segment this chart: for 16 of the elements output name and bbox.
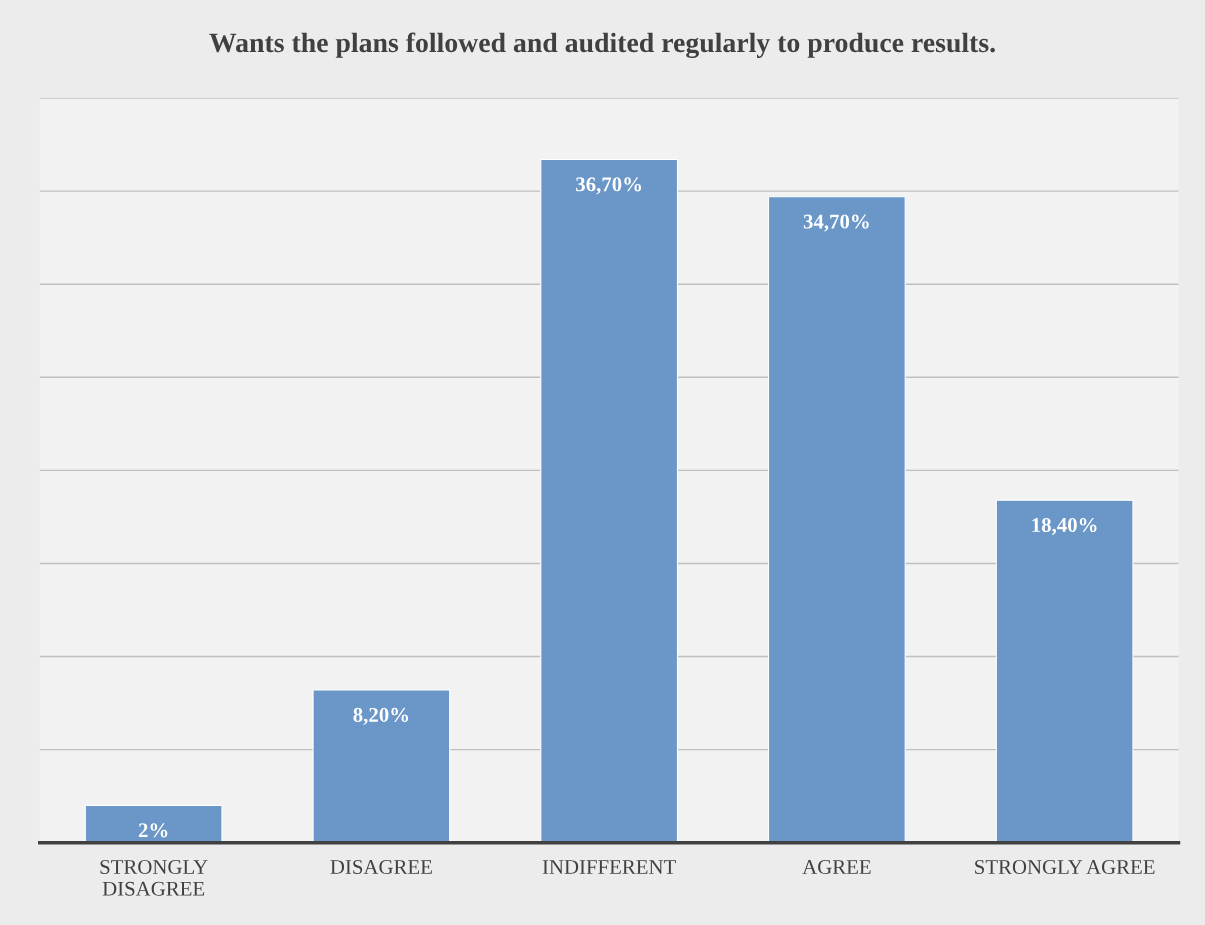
x-tick-label: INDIFFERENT bbox=[542, 860, 676, 874]
data-label: 2% bbox=[138, 823, 168, 838]
data-label: 36,70% bbox=[576, 177, 642, 195]
bar bbox=[767, 196, 906, 843]
data-label: 8,20% bbox=[353, 707, 409, 725]
data-label: 18,40% bbox=[1032, 517, 1097, 536]
x-tick-label: STRONGLY DISAGREE bbox=[100, 860, 208, 896]
bar bbox=[995, 499, 1134, 843]
bar bbox=[312, 689, 451, 843]
bar bbox=[84, 804, 223, 843]
x-tick-label: AGREE bbox=[802, 860, 871, 874]
chart-title: Wants the plans followed and audited regularly to produce results. bbox=[209, 32, 995, 59]
x-tick-label: DISAGREE bbox=[330, 860, 432, 874]
bar bbox=[540, 158, 679, 843]
data-label: 34,70% bbox=[803, 214, 869, 232]
x-tick-label: STRONGLY AGREE bbox=[975, 860, 1155, 874]
